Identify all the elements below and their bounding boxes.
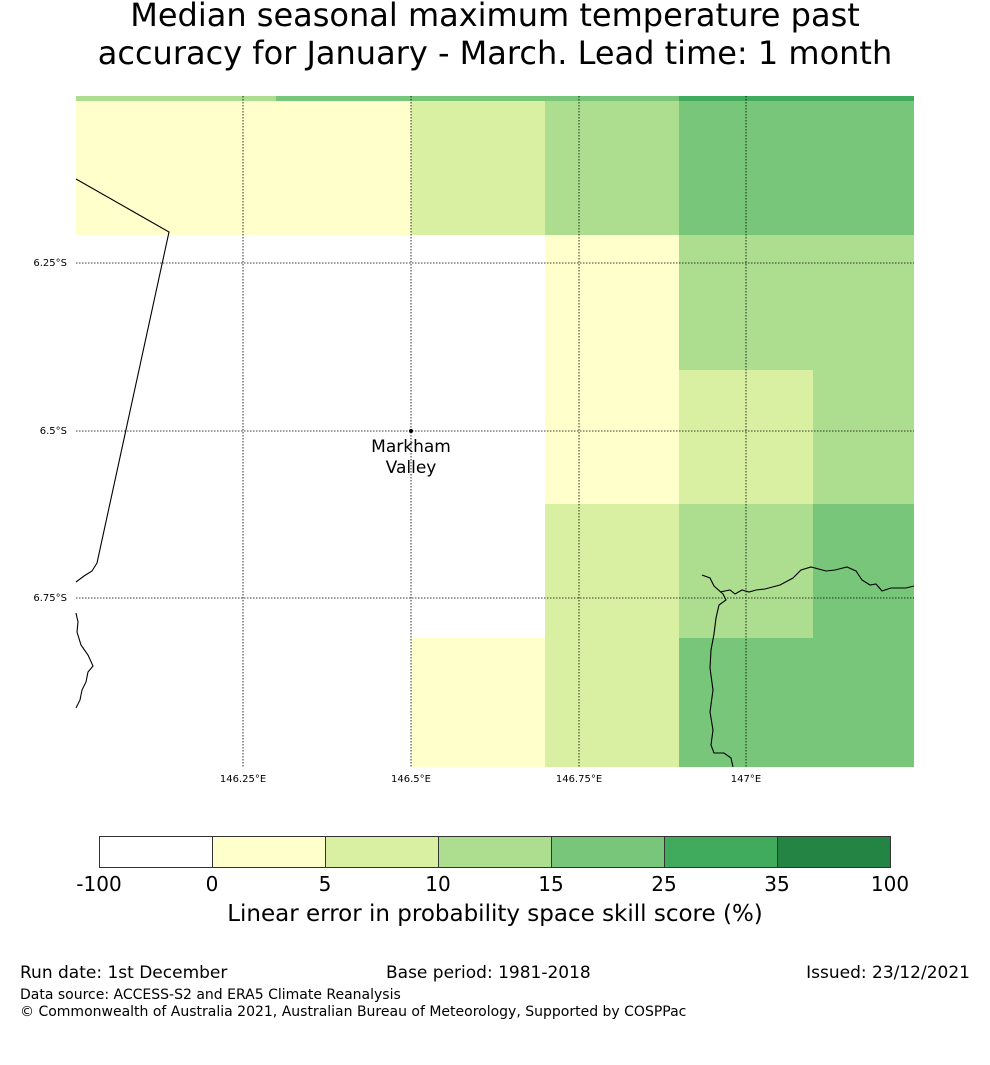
skill-cell: [679, 96, 914, 101]
lat-label-6-25: 6.25°S: [33, 258, 67, 269]
colorbar-tick: 25: [651, 872, 677, 896]
skill-cell: [76, 235, 545, 370]
skill-cell: [545, 504, 679, 638]
coastline-west: [75, 612, 94, 709]
issued-date: Issued: 23/12/2021: [806, 963, 970, 983]
colorbar: [99, 836, 891, 868]
lat-label-6-5: 6.5°S: [40, 426, 67, 437]
colorbar-label: Linear error in probability space skill …: [227, 901, 763, 927]
colorbar-segment: [213, 837, 326, 867]
base-period: Base period: 1981-2018: [386, 963, 591, 983]
border-line: [75, 178, 170, 583]
skill-cell: [545, 638, 679, 767]
skill-cell: [76, 101, 411, 235]
skill-cell: [276, 96, 679, 101]
skill-cell: [76, 96, 276, 101]
colorbar-tick: 15: [538, 872, 564, 896]
colorbar-tick: 100: [870, 872, 910, 896]
skill-cell: [411, 101, 545, 235]
lon-label-147: 147°E: [731, 774, 761, 785]
colorbar-tick: 0: [205, 872, 219, 896]
run-date: Run date: 1st December: [20, 963, 228, 983]
colorbar-segment: [326, 837, 439, 867]
skill-cell: [545, 235, 679, 370]
colorbar-segment: [665, 837, 778, 867]
title-line-2: accuracy for January - March. Lead time:…: [97, 34, 893, 72]
skill-cell: [813, 370, 914, 504]
map-title: Median seasonal maximum temperature past…: [0, 0, 990, 72]
title-line-1: Median seasonal maximum temperature past: [130, 0, 860, 34]
skill-cell: [545, 101, 679, 235]
skill-cell: [411, 638, 545, 767]
copyright: © Commonwealth of Australia 2021, Austra…: [20, 1004, 687, 1020]
colorbar-segment: [778, 837, 890, 867]
skill-cell: [76, 638, 411, 767]
skill-cell: [679, 638, 914, 767]
skill-grid-cells: [76, 96, 914, 767]
colorbar-segment: [439, 837, 552, 867]
coastline-east-upper: [719, 566, 915, 595]
skill-cell: [76, 370, 545, 504]
colorbar-tick: 35: [764, 872, 790, 896]
coastline-east: [701, 574, 734, 768]
colorbar-tick: 5: [318, 872, 332, 896]
gridlines: [76, 96, 914, 767]
colorbar-tick: 10: [425, 872, 451, 896]
data-source: Data source: ACCESS-S2 and ERA5 Climate …: [20, 987, 401, 1003]
skill-map: 6.25°S 6.5°S 6.75°S 146.25°E 146.5°E 146…: [33, 96, 915, 785]
place-label-line-2: Valley: [386, 458, 437, 478]
lat-label-6-75: 6.75°S: [33, 593, 67, 604]
colorbar-segment: [552, 837, 665, 867]
place-label-line-1: Markham: [371, 437, 451, 457]
colorbar-tick: -100: [76, 872, 122, 896]
skill-cell: [679, 235, 914, 370]
skill-cell: [679, 101, 914, 235]
skill-cell: [545, 370, 679, 504]
lon-label-146-25: 146.25°E: [220, 774, 266, 785]
coastline: [75, 178, 915, 768]
lon-label-146-5: 146.5°E: [391, 774, 431, 785]
skill-cell: [679, 370, 813, 504]
colorbar-segment: [100, 837, 213, 867]
skill-cell: [76, 504, 545, 638]
lon-label-146-75: 146.75°E: [556, 774, 602, 785]
place-marker: [409, 429, 413, 433]
